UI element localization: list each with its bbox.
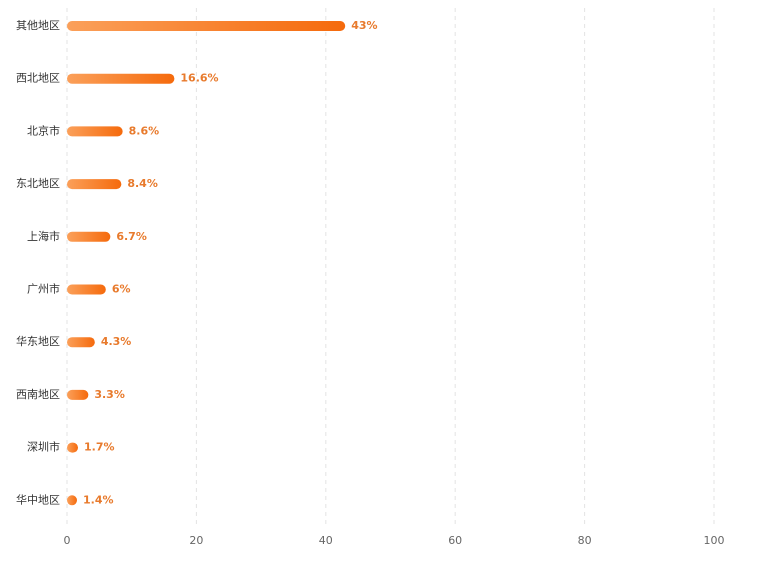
value-label: 1.7% bbox=[84, 441, 115, 454]
value-label: 43% bbox=[351, 19, 377, 32]
y-tick-label: 上海市 bbox=[27, 229, 60, 243]
bar bbox=[67, 284, 106, 295]
value-label: 8.4% bbox=[127, 177, 158, 190]
y-tick-label: 西南地区 bbox=[16, 388, 60, 401]
y-tick-label: 华东地区 bbox=[16, 334, 60, 348]
bar bbox=[67, 442, 78, 453]
bar bbox=[67, 495, 77, 506]
x-tick-label: 100 bbox=[704, 534, 725, 547]
value-label: 6.7% bbox=[116, 230, 147, 243]
x-tick-label: 80 bbox=[578, 534, 592, 547]
y-tick-label: 西北地区 bbox=[16, 72, 60, 85]
bar bbox=[67, 179, 122, 190]
x-tick-label: 40 bbox=[319, 534, 333, 547]
bar bbox=[67, 21, 346, 31]
value-label: 1.4% bbox=[83, 493, 114, 506]
bar bbox=[67, 73, 175, 84]
y-tick-label: 华中地区 bbox=[16, 492, 60, 506]
y-tick-label: 其他地区 bbox=[16, 19, 60, 32]
bar bbox=[67, 231, 111, 242]
x-tick-label: 0 bbox=[64, 534, 71, 547]
y-tick-label: 东北地区 bbox=[16, 177, 60, 190]
value-label: 8.6% bbox=[129, 124, 160, 137]
value-label: 16.6% bbox=[180, 72, 218, 85]
value-label: 4.3% bbox=[101, 335, 132, 348]
value-label: 6% bbox=[112, 283, 131, 296]
y-tick-label: 北京市 bbox=[27, 123, 60, 137]
value-label: 3.3% bbox=[94, 388, 125, 401]
bar bbox=[67, 389, 89, 400]
x-tick-label: 20 bbox=[189, 534, 203, 547]
bar bbox=[67, 126, 123, 137]
x-tick-label: 60 bbox=[448, 534, 462, 547]
y-tick-label: 广州市 bbox=[27, 282, 60, 296]
y-tick-label: 深圳市 bbox=[27, 440, 60, 454]
bar bbox=[67, 337, 95, 348]
